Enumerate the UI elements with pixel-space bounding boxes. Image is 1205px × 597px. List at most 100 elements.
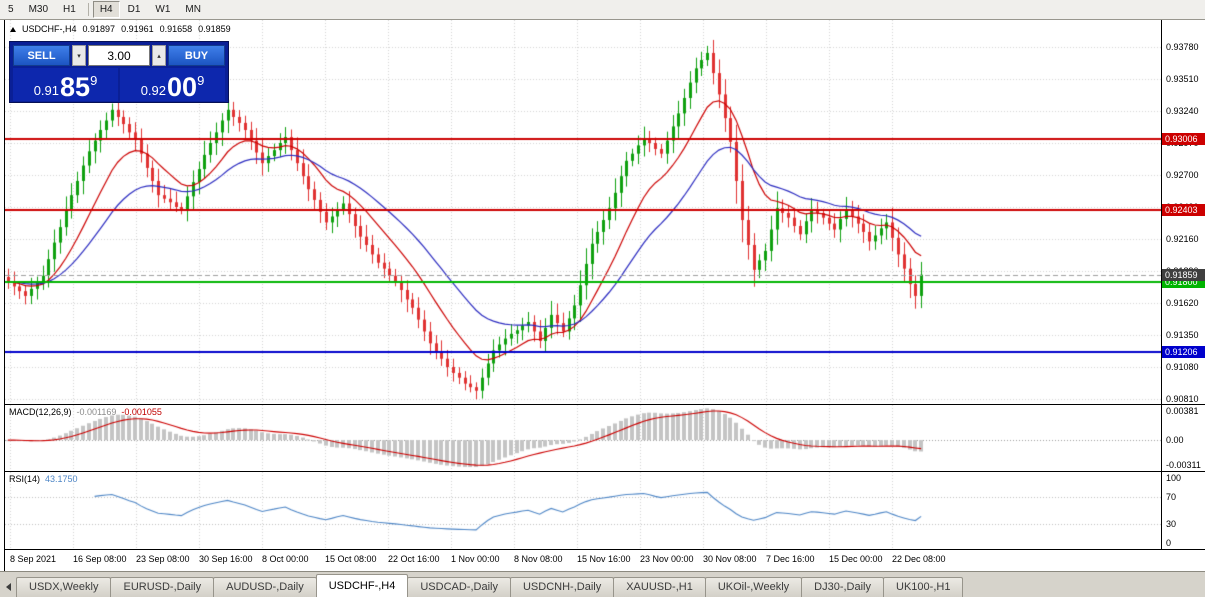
time-axis-label: 15 Nov 16:00 (577, 554, 631, 564)
macd-chart[interactable]: MACD(12,26,9) -0.001169 -0.001055 (5, 405, 1161, 471)
price-axis-label: 0.91620 (1166, 298, 1199, 309)
timeframe-button-h1[interactable]: H1 (56, 1, 83, 18)
sell-price[interactable]: 0.91 85 9 (13, 68, 118, 101)
macd-signal-value: -0.001055 (121, 407, 162, 417)
buy-price-point: 9 (197, 73, 205, 88)
tab-usdcad-daily[interactable]: USDCAD-,Daily (407, 577, 511, 597)
price-axis-label: 0.91080 (1166, 362, 1199, 373)
price-level-tag: 0.93006 (1162, 132, 1205, 145)
tab-ukoil-weekly[interactable]: UKOil-,Weekly (704, 577, 803, 597)
time-axis-label: 22 Dec 08:00 (892, 554, 946, 564)
sell-button[interactable]: SELL (13, 45, 70, 66)
chart-ohlc-header: USDCHF-,H4 0.91897 0.91961 0.91658 0.918… (10, 24, 231, 34)
price-axis-label: 0.92700 (1166, 170, 1199, 181)
chart-symbol: USDCHF-,H4 (22, 24, 77, 34)
toolbar-separator (87, 3, 89, 16)
macd-chart-canvas[interactable] (5, 405, 1161, 471)
time-axis-label: 15 Dec 00:00 (829, 554, 883, 564)
macd-panel: MACD(12,26,9) -0.001169 -0.001055 0.0038… (5, 405, 1205, 471)
timeframe-button-h4[interactable]: H4 (92, 1, 120, 18)
buy-price-pips: 00 (167, 72, 198, 102)
time-axis-label: 8 Nov 08:00 (514, 554, 563, 564)
rsi-chart-canvas[interactable] (5, 472, 1161, 549)
price-level-tag: 0.91206 (1162, 346, 1205, 359)
time-axis-label: 22 Oct 16:00 (388, 554, 440, 564)
timeframe-button-5[interactable]: 5 (1, 1, 21, 18)
volume-increase-button[interactable]: ▴ (152, 45, 166, 66)
time-axis-label: 30 Sep 16:00 (199, 554, 253, 564)
rsi-panel: RSI(14) 43.1750 100 70 30 0 (5, 472, 1205, 549)
rsi-chart[interactable]: RSI(14) 43.1750 (5, 472, 1161, 549)
triangle-up-icon (10, 26, 16, 32)
buy-button[interactable]: BUY (168, 45, 225, 66)
one-click-trading-panel: SELL ▾ ▴ BUY 0.91 85 9 0.92 (9, 41, 229, 103)
rsi-axis-label: 100 (1166, 473, 1182, 483)
tab-scroll-left-button[interactable] (0, 577, 16, 597)
time-axis-label: 8 Sep 2021 (10, 554, 57, 564)
rsi-axis-label: 30 (1166, 518, 1177, 529)
price-level-tag: 0.92403 (1162, 204, 1205, 217)
tab-uk100-h1[interactable]: UK100-,H1 (883, 577, 964, 597)
left-arrow-icon (5, 583, 11, 591)
ohlc-close: 0.91859 (198, 24, 231, 34)
time-axis-label: 1 Nov 00:00 (451, 554, 500, 564)
price-axis-label: 0.91350 (1166, 330, 1199, 341)
macd-axis-label: -0.00311 (1166, 460, 1201, 470)
rsi-name: RSI(14) (9, 474, 41, 484)
timeframe-toolbar: 5 M30 H1 H4 D1 W1 MN (0, 0, 1205, 20)
price-chart[interactable]: USDCHF-,H4 0.91897 0.91961 0.91658 0.918… (5, 20, 1161, 404)
timeframe-button-mn[interactable]: MN (178, 1, 208, 18)
tab-eurusd-daily[interactable]: EURUSD-,Daily (110, 577, 215, 597)
tab-xauusd-h1[interactable]: XAUUSD-,H1 (613, 577, 706, 597)
chart-tabbar: USDX,Weekly EURUSD-,Daily AUDUSD-,Daily USD… (0, 571, 1205, 597)
volume-input[interactable] (88, 45, 150, 66)
rsi-axis-label: 70 (1166, 492, 1177, 503)
rsi-axis-label: 0 (1166, 538, 1172, 548)
panel-divider (5, 549, 1205, 550)
macd-value: -0.001169 (76, 407, 117, 417)
time-axis-label: 23 Sep 08:00 (136, 554, 190, 564)
time-axis-label: 23 Nov 00:00 (640, 554, 694, 564)
sell-price-prefix: 0.91 (33, 83, 60, 98)
tab-audusd-daily[interactable]: AUDUSD-,Daily (213, 577, 317, 597)
price-axis[interactable]: 0.937800.935100.932400.929700.927000.924… (1161, 20, 1205, 404)
rsi-header: RSI(14) 43.1750 (9, 474, 78, 484)
sell-price-pips: 85 (60, 72, 91, 102)
time-axis-label: 30 Nov 08:00 (703, 554, 757, 564)
price-axis-label: 0.93510 (1166, 74, 1199, 85)
macd-axis[interactable]: 0.00381 0.00 -0.00311 (1161, 405, 1205, 471)
timeframe-button-m30[interactable]: M30 (22, 1, 55, 18)
time-axis-label: 16 Sep 08:00 (73, 554, 127, 564)
volume-decrease-button[interactable]: ▾ (72, 45, 86, 66)
tab-usdchf-h4[interactable]: USDCHF-,H4 (315, 574, 409, 597)
price-axis-label: 0.90810 (1166, 394, 1199, 405)
price-panel: USDCHF-,H4 0.91897 0.91961 0.91658 0.918… (5, 20, 1205, 404)
chevron-up-icon: ▴ (157, 52, 161, 60)
rsi-axis[interactable]: 100 70 30 0 (1161, 472, 1205, 549)
time-axis[interactable]: 8 Sep 2021 16 Sep 08:00 23 Sep 08:00 30 Sep… (5, 550, 1205, 571)
tab-usdcnh-daily[interactable]: USDCNH-,Daily (509, 577, 615, 597)
macd-axis-label: 0.00 (1166, 435, 1184, 446)
panel-divider[interactable] (5, 471, 1205, 472)
chevron-down-icon: ▾ (77, 52, 81, 60)
current-price-tag: 0.91859 (1162, 268, 1205, 281)
panel-divider[interactable] (5, 404, 1205, 405)
macd-header: MACD(12,26,9) -0.001169 -0.001055 (9, 407, 162, 417)
time-axis-label: 8 Oct 00:00 (262, 554, 309, 564)
price-axis-label: 0.92160 (1166, 234, 1199, 245)
price-axis-label: 0.93780 (1166, 42, 1199, 53)
time-axis-label: 15 Oct 08:00 (325, 554, 377, 564)
tab-list: USDX,Weekly EURUSD-,Daily AUDUSD-,Daily USD… (16, 574, 964, 597)
timeframe-button-w1[interactable]: W1 (148, 1, 177, 18)
chart-window: USDCHF-,H4 0.91897 0.91961 0.91658 0.918… (4, 20, 1205, 571)
tab-usdx-weekly[interactable]: USDX,Weekly (16, 577, 112, 597)
buy-price[interactable]: 0.92 00 9 (120, 68, 225, 101)
macd-axis-label: 0.00381 (1166, 406, 1199, 416)
ohlc-high: 0.91961 (121, 24, 154, 34)
buy-price-prefix: 0.92 (140, 83, 167, 98)
time-axis-label: 7 Dec 16:00 (766, 554, 815, 564)
timeframe-button-d1[interactable]: D1 (121, 1, 148, 18)
sell-price-point: 9 (90, 73, 98, 88)
tab-dj30-daily[interactable]: DJ30-,Daily (801, 577, 885, 597)
